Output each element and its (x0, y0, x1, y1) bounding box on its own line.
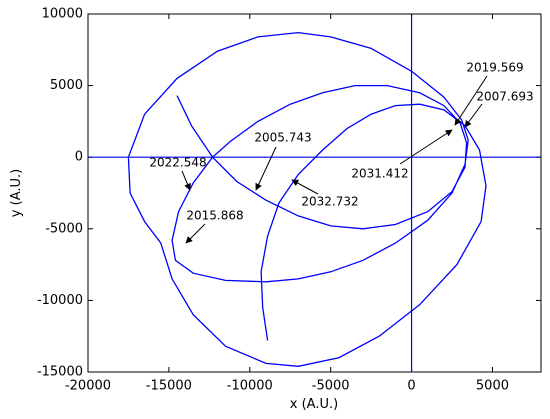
annotation-arrow (185, 223, 206, 244)
x-axis-label: x (A.U.) (290, 397, 338, 412)
x-tick-label: -15000 (146, 379, 192, 394)
x-tick-label: -5000 (312, 379, 350, 394)
y-axis-label: y (A.U.) (9, 169, 24, 217)
y-tick-label: 5000 (50, 78, 83, 93)
annotation: 2022.548 (149, 156, 206, 170)
x-tick-label: -10000 (227, 379, 273, 394)
annotation-arrow (399, 129, 453, 165)
annotation-arrow (454, 75, 488, 126)
y-tick-label: -5000 (45, 221, 83, 236)
x-tick-label: 5000 (476, 379, 509, 394)
orbit-line (127, 31, 487, 367)
x-tick-label: 0 (407, 379, 415, 394)
plot-frame (87, 13, 542, 373)
x-tick-label: -20000 (65, 379, 111, 394)
annotation: 2007.693 (476, 90, 533, 104)
annotation-arrow (291, 179, 319, 195)
annotation-arrow (181, 170, 191, 191)
annotation: 2032.732 (301, 195, 358, 209)
annotation: 2031.412 (351, 167, 408, 181)
annotation: 2019.569 (466, 61, 523, 75)
annotation: 2015.868 (186, 209, 243, 223)
annotation: 2005.743 (254, 131, 311, 145)
y-tick-label: 10000 (42, 7, 83, 22)
annotation-arrow (255, 146, 277, 191)
y-tick-label: -10000 (37, 293, 83, 308)
y-tick-label: -15000 (37, 365, 83, 380)
annotation-arrow (464, 103, 483, 128)
y-tick-label: 0 (75, 150, 83, 165)
